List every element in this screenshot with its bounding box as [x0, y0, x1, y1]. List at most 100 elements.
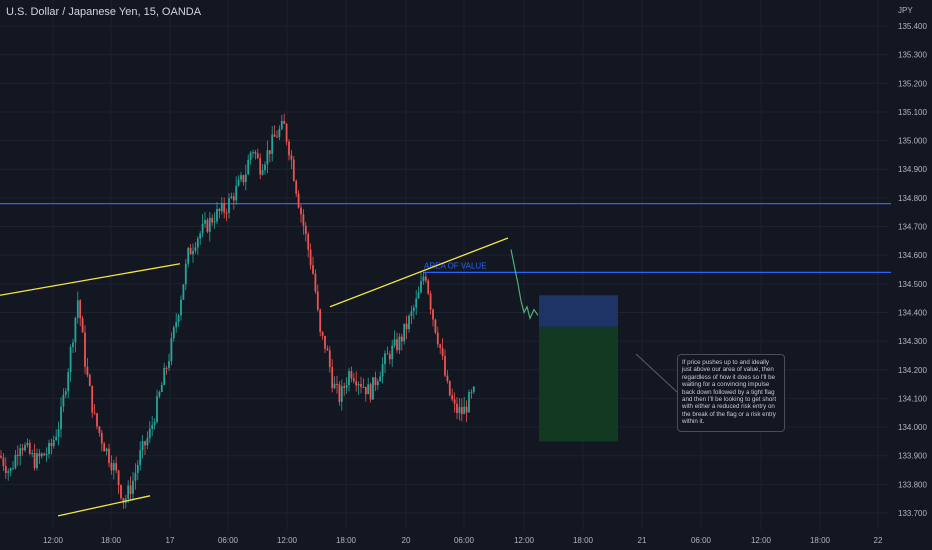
candle-body — [367, 384, 370, 395]
candle-body — [175, 322, 178, 328]
candle-body — [170, 338, 173, 362]
candle-body — [218, 208, 221, 212]
candle-body — [360, 383, 362, 387]
candle-body — [172, 327, 175, 339]
candle-body — [45, 454, 48, 456]
candle-body — [194, 247, 197, 251]
candle-body — [21, 448, 24, 451]
time-tick-label: 18:00 — [101, 536, 122, 545]
candle-body — [314, 273, 317, 292]
candle-body — [208, 217, 211, 232]
candle-body — [144, 441, 146, 446]
candle-body — [110, 462, 113, 471]
candle-body — [153, 422, 156, 425]
time-tick-label: 06:00 — [454, 536, 475, 545]
candle-body — [302, 214, 305, 226]
price-tick-label: 134.300 — [898, 337, 927, 346]
candle-body — [100, 432, 103, 444]
candle-body — [439, 344, 442, 348]
candle-body — [12, 467, 14, 469]
candle-body — [189, 247, 192, 255]
candle-body — [460, 407, 463, 415]
candle-body — [276, 136, 278, 138]
candle-body — [388, 354, 391, 360]
price-axis[interactable]: JPY 135.400 135.300 135.200 135.100 135.000 1… — [898, 6, 927, 518]
candle-body — [379, 376, 382, 382]
candle-body — [280, 120, 283, 129]
candle-body — [0, 455, 2, 458]
take-profit-zone[interactable] — [539, 326, 618, 442]
candle-body — [340, 386, 343, 402]
candle-body — [117, 470, 120, 486]
candle-body — [417, 292, 420, 299]
candle-body — [424, 276, 427, 281]
price-tick-label: 135.100 — [898, 108, 927, 117]
candle-body — [343, 386, 346, 388]
price-tick-label: 134.600 — [898, 251, 927, 260]
candle-body — [290, 155, 293, 160]
candle-body — [55, 436, 58, 440]
trend-lines[interactable] — [0, 237, 509, 517]
candle-body — [328, 350, 331, 368]
candle-body — [216, 208, 218, 222]
candle-body — [151, 424, 154, 429]
candle-body — [333, 383, 336, 389]
candle-body — [50, 442, 53, 447]
candle-body — [48, 442, 50, 455]
time-axis[interactable]: 12:00 18:00 17 06:00 12:00 18:00 20 06:00 12:00 1… — [43, 536, 883, 545]
price-axis-currency: JPY — [898, 6, 913, 15]
candle-body — [84, 332, 86, 367]
price-tick-label: 133.700 — [898, 509, 927, 518]
candle-body — [38, 453, 41, 457]
candle-body — [16, 454, 19, 457]
time-tick-label: 12:00 — [277, 536, 298, 545]
candle-body — [204, 220, 206, 224]
symbol-title: U.S. Dollar / Japanese Yen, 15, OANDA — [6, 6, 202, 18]
candle-body — [304, 225, 307, 235]
candle-body — [453, 399, 456, 404]
candle-body — [139, 450, 142, 466]
candle-body — [271, 134, 274, 154]
candle-body — [300, 207, 302, 215]
candle-body — [434, 319, 437, 333]
candle-body — [76, 300, 79, 318]
candle-body — [446, 375, 449, 382]
price-tick-label: 133.900 — [898, 452, 927, 461]
candle-body — [408, 316, 410, 330]
area-of-value-label: AREA OF VALUE — [424, 261, 487, 270]
candle-body — [74, 317, 77, 343]
candle-body — [7, 471, 10, 473]
candle-body — [91, 385, 94, 413]
candle-body — [112, 463, 115, 471]
candle-body — [297, 193, 300, 208]
price-tick-label: 134.400 — [898, 308, 927, 317]
candle-body — [122, 498, 125, 503]
candle-body — [211, 217, 214, 223]
candle-body — [115, 463, 118, 471]
candle-body — [259, 158, 262, 175]
stop-loss-zone[interactable] — [539, 295, 618, 327]
candle-body — [436, 332, 439, 345]
candle-body — [292, 159, 295, 181]
candle-body — [201, 223, 204, 234]
candle-body — [230, 196, 233, 199]
candle-body — [326, 348, 329, 351]
candle-body — [129, 485, 132, 494]
candle-body — [148, 428, 151, 438]
candle-body — [384, 353, 386, 365]
candle-body — [192, 250, 194, 255]
trend-line — [329, 237, 509, 308]
time-tick-label: 18:00 — [336, 536, 357, 545]
time-tick-label: 22 — [874, 536, 883, 545]
candle-body — [237, 179, 240, 186]
candle-body — [158, 392, 161, 397]
candle-body — [403, 323, 406, 342]
candle-body — [400, 336, 403, 342]
candle-body — [240, 175, 242, 180]
trade-setup-zones[interactable] — [539, 295, 618, 442]
price-tick-label: 135.300 — [898, 51, 927, 60]
candle-body — [247, 159, 250, 175]
candle-body — [165, 367, 168, 369]
candle-body — [249, 152, 252, 160]
